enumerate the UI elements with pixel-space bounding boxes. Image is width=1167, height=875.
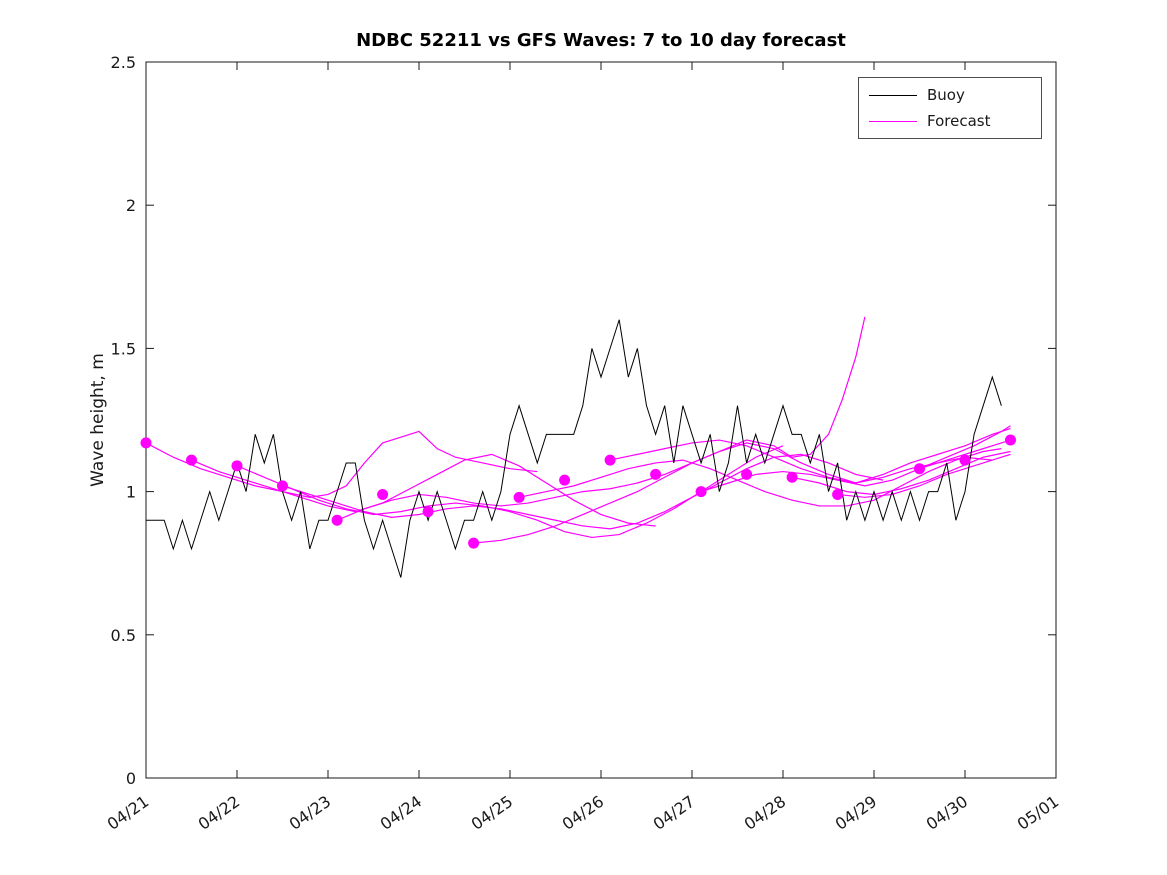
svg-text:04/26: 04/26 [559,792,608,834]
svg-text:1.5: 1.5 [111,339,136,358]
legend-entry-buoy: Buoy [859,86,1041,104]
svg-text:05/01: 05/01 [1014,792,1063,834]
svg-text:04/22: 04/22 [195,792,244,834]
y-axis-label: Wave height, m [88,353,108,487]
svg-text:04/30: 04/30 [923,792,972,834]
svg-text:2: 2 [126,196,136,215]
svg-text:04/24: 04/24 [377,792,426,834]
svg-text:0.5: 0.5 [111,626,136,645]
svg-text:04/28: 04/28 [741,792,790,834]
legend-label-buoy: Buoy [927,86,965,104]
svg-text:1: 1 [126,483,136,502]
chart-title: NDBC 52211 vs GFS Waves: 7 to 10 day for… [356,30,846,51]
legend-label-forecast: Forecast [927,112,991,130]
forecast-line-sample [869,120,917,122]
svg-text:04/21: 04/21 [104,792,153,834]
svg-text:0: 0 [126,769,136,788]
svg-text:04/25: 04/25 [468,792,517,834]
legend: Buoy Forecast [858,77,1042,139]
svg-text:04/23: 04/23 [286,792,335,834]
buoy-line-sample [869,94,917,96]
svg-text:04/29: 04/29 [832,792,881,834]
svg-text:2.5: 2.5 [111,53,136,72]
svg-text:04/27: 04/27 [650,792,699,834]
legend-entry-forecast: Forecast [859,112,1041,130]
